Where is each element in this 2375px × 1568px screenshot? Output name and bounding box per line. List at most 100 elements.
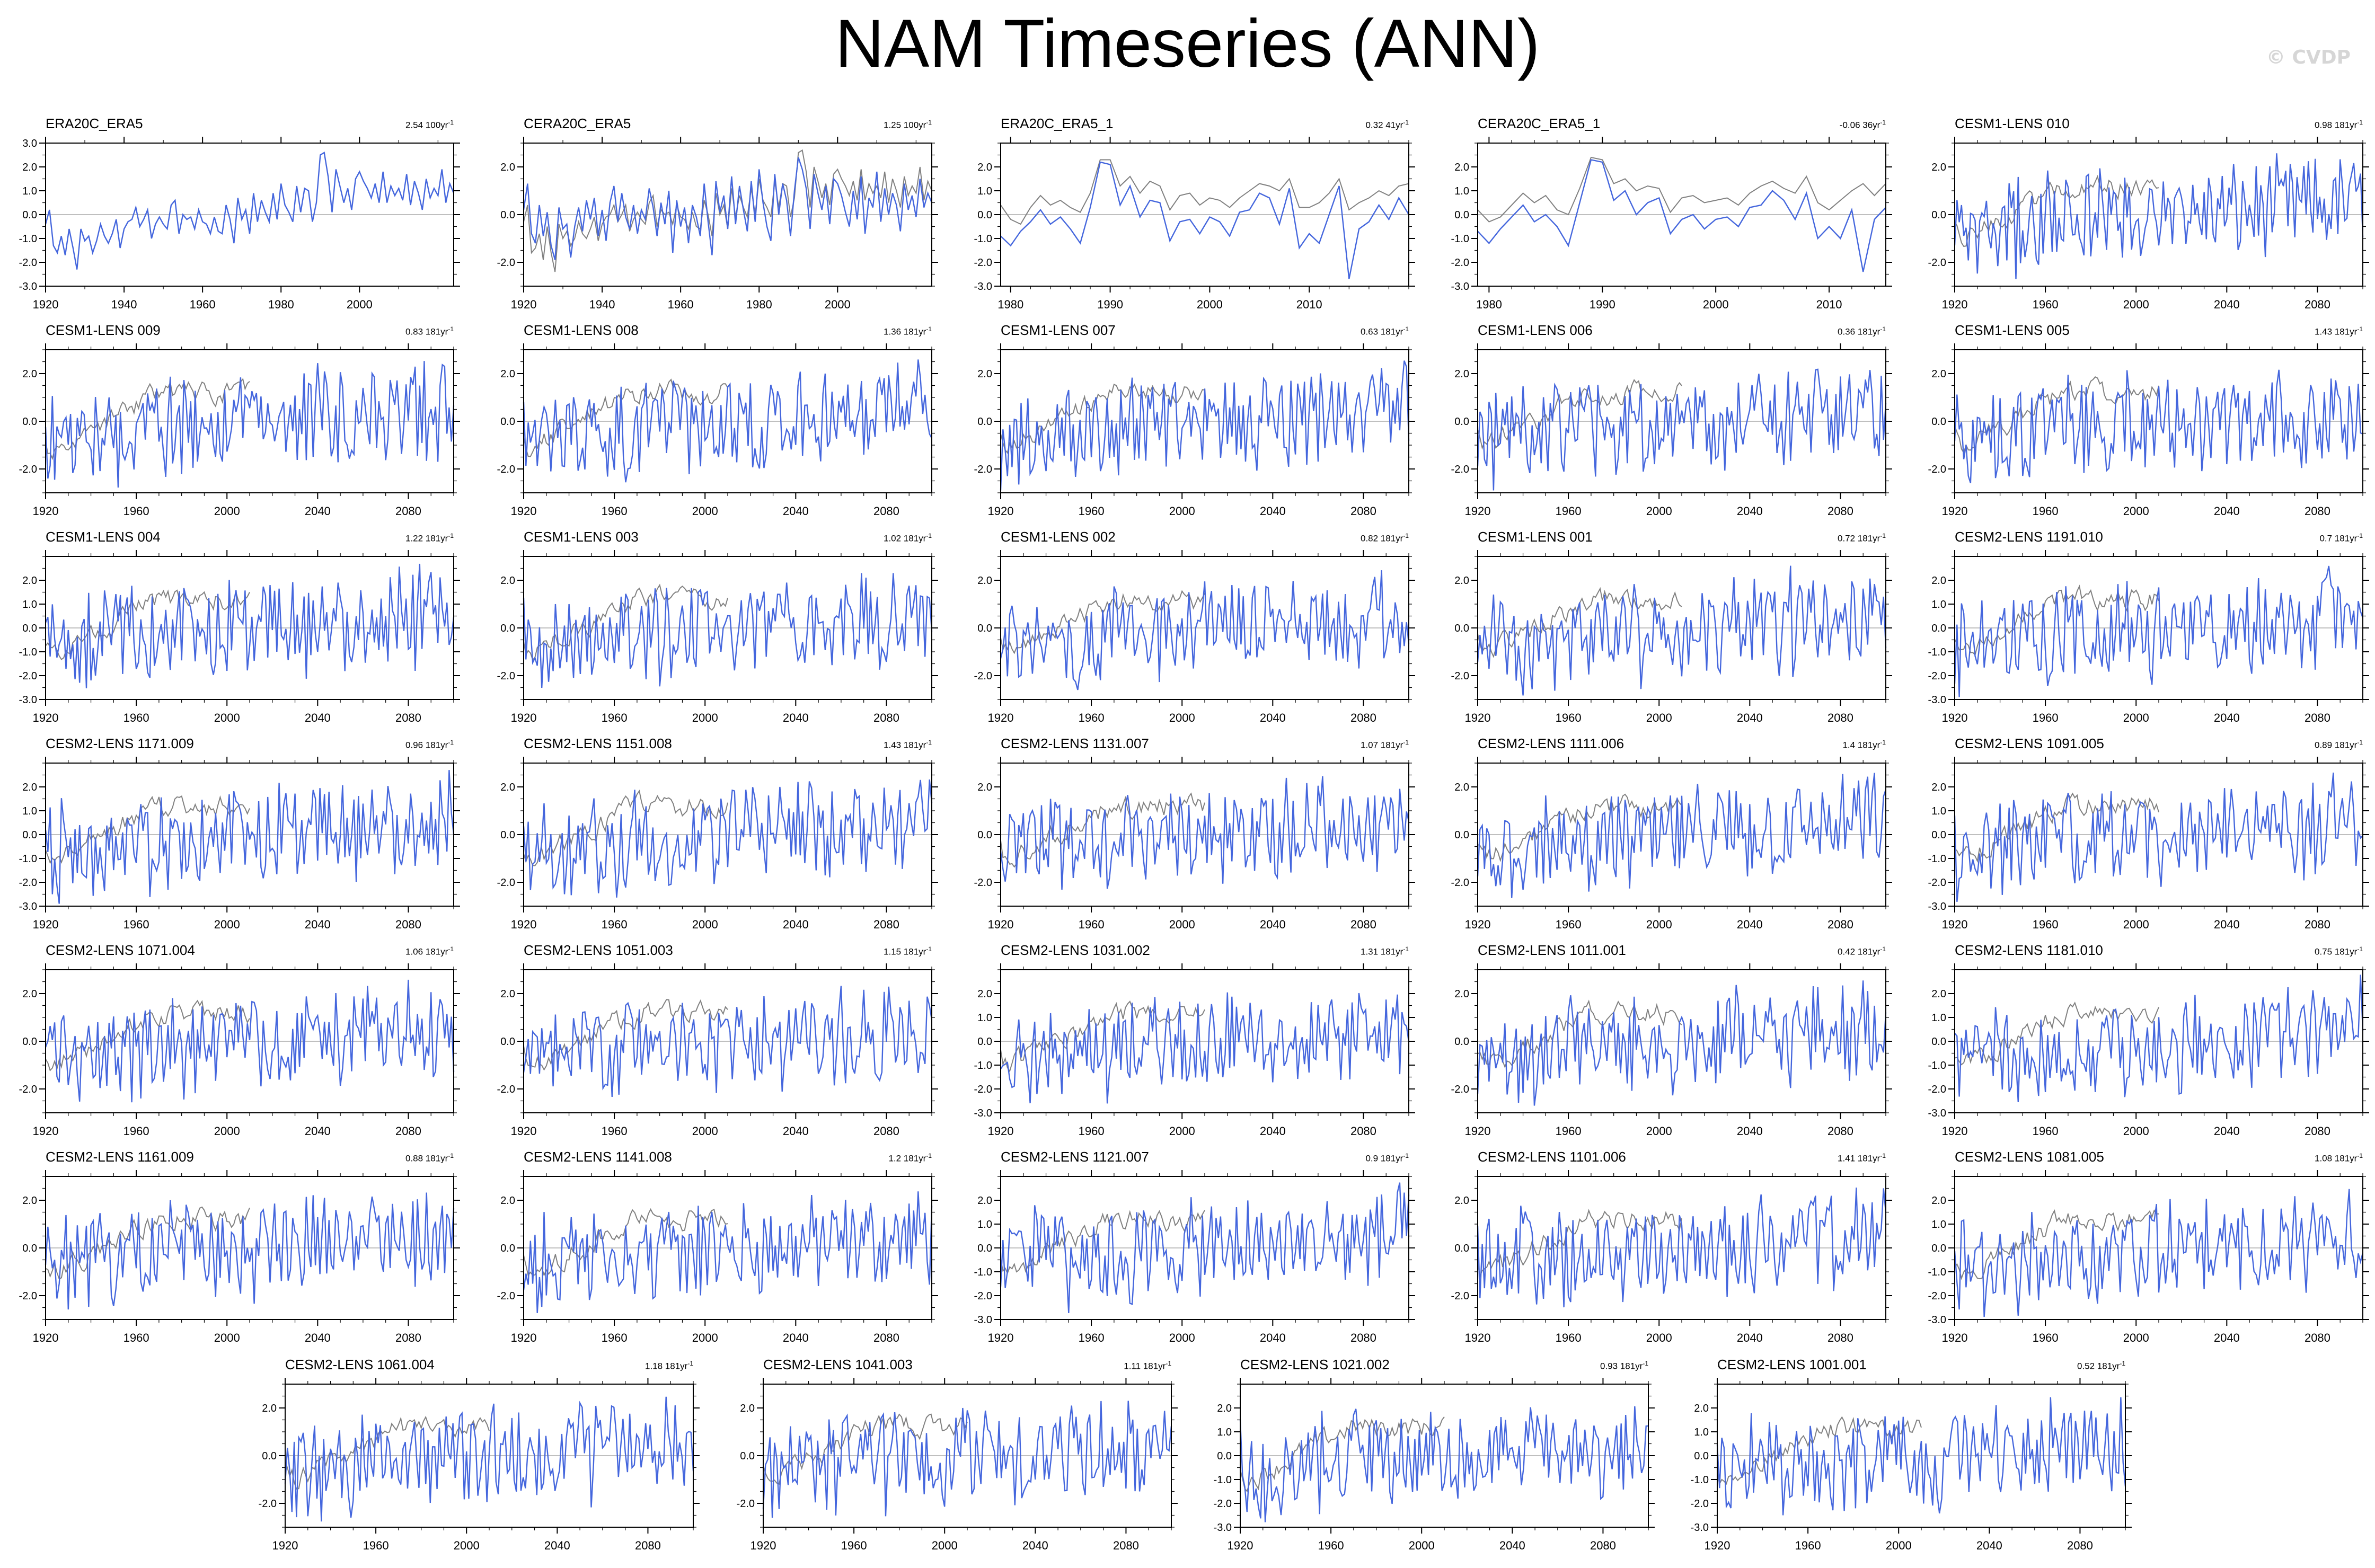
panel-title: CESM1-LENS 007 — [1001, 322, 1116, 338]
x-tick-label: 2080 — [1827, 504, 1853, 518]
x-tick-label: 1920 — [33, 504, 59, 518]
nam-panel: CESM1-LENS 007 0.63 181yr-1 1920 1960 2000 20… — [958, 318, 1419, 530]
nam-panel: CESM2-LENS 1071.004 1.06 181yr-1 1920 1960 2… — [3, 938, 464, 1150]
y-tick-label: 0.0 — [1454, 1243, 1469, 1254]
x-tick-label: 1960 — [1079, 918, 1105, 931]
y-tick-label: -2.0 — [259, 1498, 277, 1510]
x-tick-label: 2080 — [395, 711, 421, 724]
y-tick-label: 2.0 — [1694, 1403, 1709, 1414]
nam-panel: CESM2-LENS 1101.006 1.41 181yr-1 1920 1960 2… — [1435, 1145, 1896, 1357]
panel-plot: 1920 1960 2000 2040 2080 -2.0 0.0 2.0 — [497, 963, 938, 1138]
panel-title: CESM1-LENS 008 — [524, 322, 639, 338]
y-tick-label: -2.0 — [1451, 877, 1469, 889]
x-tick-label: 1960 — [1556, 918, 1582, 931]
nam-panel: ERA20C_ERA5 2.54 100yr-1 1920 1940 1960 1980 2… — [3, 111, 464, 323]
y-tick-label: -2.0 — [497, 1084, 515, 1095]
x-tick-label: 2040 — [2214, 298, 2240, 311]
x-tick-label: 1920 — [33, 1331, 59, 1344]
y-tick-label: 0.0 — [262, 1450, 277, 1462]
x-tick-label: 2000 — [1646, 711, 1672, 724]
y-tick-label: -3.0 — [1691, 1522, 1709, 1534]
y-tick-label: 0.0 — [740, 1450, 755, 1462]
model-series-line — [523, 573, 933, 688]
x-tick-label: 1960 — [841, 1539, 867, 1552]
y-tick-label: 2.0 — [1931, 782, 1946, 793]
y-tick-label: -1.0 — [974, 1060, 992, 1071]
x-tick-label: 2040 — [2214, 1331, 2240, 1344]
y-tick-label: -2.0 — [497, 464, 515, 475]
model-series-line — [523, 779, 933, 898]
panel-plot: 1920 1960 2000 2040 2080 -3.0 -2.0 -1.0 0.0 1.0 2.… — [974, 963, 1415, 1138]
panel-trend: 1.2 181yr-1 — [888, 1152, 932, 1164]
y-tick-label: 0.0 — [1454, 416, 1469, 428]
y-tick-label: -3.0 — [1928, 901, 1946, 913]
x-tick-label: 1960 — [2033, 1331, 2059, 1344]
y-tick-label: 2.0 — [22, 575, 37, 587]
x-tick-label: 1920 — [33, 1124, 59, 1138]
y-tick-label: 2.0 — [1931, 368, 1946, 380]
model-series-line — [523, 359, 933, 483]
y-tick-label: 0.0 — [22, 623, 37, 634]
panel-plot: 1920 1960 2000 2040 2080 -2.0 0.0 2.0 — [1451, 963, 1892, 1138]
y-tick-label: 0.0 — [1217, 1450, 1232, 1462]
y-tick-label: -2.0 — [974, 257, 992, 269]
x-tick-label: 1920 — [1228, 1539, 1253, 1552]
x-tick-label: 2040 — [2214, 1124, 2240, 1138]
x-tick-label: 1920 — [1465, 918, 1491, 931]
x-tick-label: 2080 — [2305, 711, 2330, 724]
x-tick-label: 2000 — [454, 1539, 480, 1552]
panel-title: CESM2-LENS 1191.010 — [1955, 529, 2103, 545]
panel-plot: 1920 1960 2000 2040 2080 -3.0 -2.0 -1.0 0.0 1.0 2.… — [1928, 550, 2369, 724]
y-tick-label: 0.0 — [977, 829, 992, 841]
panel-title: CESM1-LENS 003 — [524, 529, 639, 545]
nam-panel: CESM2-LENS 1001.001 0.52 181yr-1 1920 1960 2… — [1675, 1352, 2136, 1564]
x-tick-label: 2040 — [783, 1124, 809, 1138]
y-tick-label: 0.0 — [22, 416, 37, 428]
panel-trend: 1.43 181yr-1 — [2314, 325, 2363, 337]
x-tick-label: 2040 — [1022, 1539, 1048, 1552]
x-tick-label: 2000 — [214, 1331, 240, 1344]
nam-panel: CESM2-LENS 1051.003 1.15 181yr-1 1920 1960 2… — [481, 938, 942, 1150]
y-tick-label: -3.0 — [1928, 1108, 1946, 1119]
model-series-line — [762, 1401, 1172, 1518]
panel-plot: 1920 1940 1960 1980 2000 -3.0 -2.0 -1.0 0.0 1.0 2.… — [19, 137, 460, 311]
y-tick-label: -2.0 — [19, 1084, 37, 1095]
panel-plot: 1920 1960 2000 2040 2080 -3.0 -2.0 -1.0 0.0 1.0 2.… — [1928, 757, 2369, 931]
panel-title: CESM2-LENS 1151.008 — [524, 736, 672, 751]
x-tick-label: 1960 — [1556, 711, 1582, 724]
x-tick-label: 1960 — [123, 504, 149, 518]
x-tick-label: 2000 — [214, 504, 240, 518]
y-tick-label: -2.0 — [1928, 257, 1946, 269]
observation-series-line — [523, 378, 728, 457]
nam-panel: CESM2-LENS 1031.002 1.31 181yr-1 1920 1960 2… — [958, 938, 1419, 1150]
panel-plot: 1920 1960 2000 2040 2080 -2.0 0.0 2.0 — [1451, 757, 1892, 931]
x-tick-label: 2080 — [1827, 918, 1853, 931]
panel-title: CESM2-LENS 1091.005 — [1955, 736, 2104, 751]
y-tick-label: 2.0 — [500, 1195, 515, 1207]
y-tick-label: 1.0 — [1217, 1427, 1232, 1438]
panel-plot: 1920 1960 2000 2040 2080 -2.0 0.0 2.0 — [1451, 550, 1892, 724]
y-tick-label: 2.0 — [977, 1195, 992, 1207]
x-tick-label: 2040 — [1260, 504, 1286, 518]
x-tick-label: 2000 — [214, 711, 240, 724]
y-tick-label: -2.0 — [497, 257, 515, 269]
y-tick-label: -1.0 — [1928, 1266, 1946, 1278]
panel-plot: 1920 1960 2000 2040 2080 -2.0 0.0 2.0 — [737, 1378, 1178, 1552]
x-tick-label: 1920 — [988, 1331, 1014, 1344]
model-series-line — [1954, 565, 2364, 697]
y-tick-label: -3.0 — [974, 281, 992, 293]
panel-trend: -0.06 36yr-1 — [1839, 119, 1886, 130]
nam-panel: CESM1-LENS 002 0.82 181yr-1 1920 1960 2000 20… — [958, 525, 1419, 737]
x-tick-label: 1960 — [123, 1124, 149, 1138]
x-tick-label: 2080 — [2305, 298, 2330, 311]
x-tick-label: 2000 — [1169, 918, 1195, 931]
y-tick-label: -1.0 — [1214, 1474, 1232, 1486]
x-tick-label: 1990 — [1590, 298, 1615, 311]
x-tick-label: 2000 — [1169, 711, 1195, 724]
nam-panel: CESM1-LENS 006 0.36 181yr-1 1920 1960 2000 20… — [1435, 318, 1896, 530]
x-tick-label: 1960 — [602, 918, 628, 931]
y-tick-label: 2.0 — [22, 162, 37, 173]
y-tick-label: 0.0 — [977, 623, 992, 634]
x-tick-label: 1940 — [111, 298, 137, 311]
y-tick-label: -3.0 — [1928, 694, 1946, 706]
